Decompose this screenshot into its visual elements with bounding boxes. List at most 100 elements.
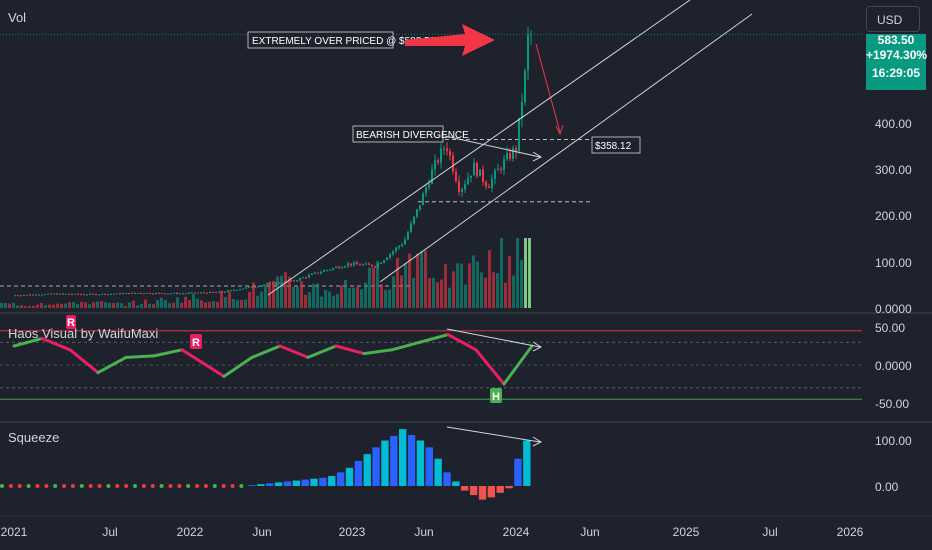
candle[interactable]	[44, 294, 46, 296]
candle[interactable]	[521, 101, 523, 118]
volume-bar[interactable]	[248, 292, 251, 308]
oscillator-segment[interactable]	[12, 336, 44, 348]
volume-bar[interactable]	[472, 255, 475, 308]
candle[interactable]	[371, 264, 373, 267]
squeeze-bar[interactable]	[416, 440, 425, 487]
volume-bar[interactable]	[76, 304, 79, 308]
candle[interactable]	[158, 292, 160, 294]
candle[interactable]	[227, 290, 229, 292]
candle[interactable]	[467, 177, 469, 185]
volume-bar[interactable]	[108, 302, 111, 308]
candle[interactable]	[338, 266, 340, 269]
candle[interactable]	[137, 292, 139, 294]
volume-bar[interactable]	[504, 282, 507, 308]
candle[interactable]	[143, 293, 145, 295]
candle[interactable]	[47, 293, 49, 295]
volume-bar[interactable]	[444, 264, 447, 308]
squeeze-bar[interactable]	[336, 472, 345, 486]
candle[interactable]	[296, 280, 298, 282]
squeeze-bar[interactable]	[496, 486, 504, 493]
oscillator-segment[interactable]	[222, 355, 254, 378]
volume-bar[interactable]	[528, 238, 531, 308]
volume-bar[interactable]	[352, 287, 355, 308]
volume-bar[interactable]	[240, 300, 243, 308]
volume-bar[interactable]	[204, 302, 207, 308]
candle[interactable]	[173, 292, 175, 294]
squeeze-bar[interactable]	[363, 454, 371, 486]
volume-bar[interactable]	[380, 284, 383, 308]
candle[interactable]	[299, 278, 301, 281]
volume-bar[interactable]	[312, 283, 315, 308]
candle[interactable]	[215, 292, 217, 294]
candle[interactable]	[305, 277, 307, 279]
volume-bar[interactable]	[284, 272, 287, 308]
candle[interactable]	[446, 148, 448, 151]
divergence-label-box[interactable]	[352, 125, 444, 143]
volume-bar[interactable]	[36, 304, 39, 308]
candle[interactable]	[404, 239, 406, 245]
candle[interactable]	[395, 247, 397, 252]
volume-bar[interactable]	[160, 297, 163, 308]
volume-bar[interactable]	[56, 303, 59, 308]
candle[interactable]	[53, 293, 55, 295]
candle[interactable]	[65, 293, 67, 295]
volume-bar[interactable]	[244, 299, 247, 308]
candle[interactable]	[206, 292, 208, 294]
oscillator-segment[interactable]	[152, 348, 184, 358]
divergence-line-osc[interactable]	[446, 328, 541, 348]
candle[interactable]	[110, 293, 112, 295]
candle[interactable]	[407, 232, 409, 240]
volume-bar[interactable]	[364, 282, 367, 308]
volume-bar[interactable]	[176, 297, 179, 308]
squeeze-bar[interactable]	[478, 486, 487, 500]
candle[interactable]	[17, 295, 19, 297]
candle[interactable]	[155, 292, 157, 294]
candle[interactable]	[239, 289, 241, 291]
squeeze-bar[interactable]	[523, 440, 531, 487]
candle[interactable]	[365, 263, 367, 265]
candle[interactable]	[266, 283, 268, 285]
volume-bar[interactable]	[152, 304, 155, 308]
volume-bar[interactable]	[252, 282, 255, 308]
candle[interactable]	[458, 181, 460, 192]
squeeze-bar[interactable]	[461, 486, 469, 491]
volume-bar[interactable]	[316, 283, 319, 308]
volume-bar[interactable]	[8, 303, 11, 308]
squeeze-bar[interactable]	[345, 467, 354, 486]
candle[interactable]	[95, 294, 97, 296]
candle[interactable]	[515, 147, 517, 152]
volume-bar[interactable]	[40, 303, 43, 308]
candle[interactable]	[482, 169, 484, 182]
candle[interactable]	[245, 287, 247, 289]
oscillator-segment[interactable]	[180, 348, 226, 378]
volume-bar[interactable]	[376, 261, 379, 308]
candle[interactable]	[119, 293, 121, 295]
candle[interactable]	[101, 293, 103, 295]
volume-bar[interactable]	[508, 255, 511, 308]
candle[interactable]	[32, 294, 34, 296]
candle[interactable]	[473, 162, 475, 176]
channel-upper-line[interactable]	[267, 0, 691, 296]
oscillator-segment[interactable]	[306, 344, 338, 359]
oscillator-segment[interactable]	[96, 355, 128, 375]
candle[interactable]	[341, 267, 343, 269]
candle[interactable]	[242, 288, 244, 290]
candle[interactable]	[23, 294, 25, 296]
candle[interactable]	[353, 262, 355, 266]
squeeze-bar[interactable]	[274, 482, 283, 486]
time-axis[interactable]: 2021 Jul 2022 Jun 2023 Jun 2024 Jun 2025 Jul 2026	[1, 525, 864, 539]
candle[interactable]	[359, 264, 361, 266]
candle[interactable]	[320, 272, 322, 274]
volume-bar[interactable]	[208, 301, 211, 308]
volume-bar[interactable]	[448, 287, 451, 308]
squeeze-bar[interactable]	[425, 447, 433, 486]
candle[interactable]	[503, 159, 505, 170]
candle[interactable]	[350, 263, 352, 266]
candle[interactable]	[494, 170, 496, 179]
volume-bar[interactable]	[292, 286, 295, 308]
volume-bar[interactable]	[344, 279, 347, 308]
volume-bar[interactable]	[220, 290, 223, 308]
candle[interactable]	[50, 293, 52, 295]
volume-bar[interactable]	[300, 281, 303, 308]
volume-bar[interactable]	[460, 263, 463, 308]
